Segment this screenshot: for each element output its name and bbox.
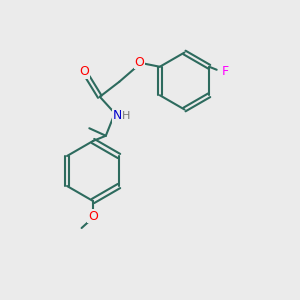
Text: O: O (88, 209, 98, 223)
Text: N: N (112, 109, 122, 122)
Text: O: O (134, 56, 144, 69)
Text: H: H (122, 111, 130, 121)
Text: O: O (79, 65, 89, 78)
Text: F: F (222, 65, 229, 78)
